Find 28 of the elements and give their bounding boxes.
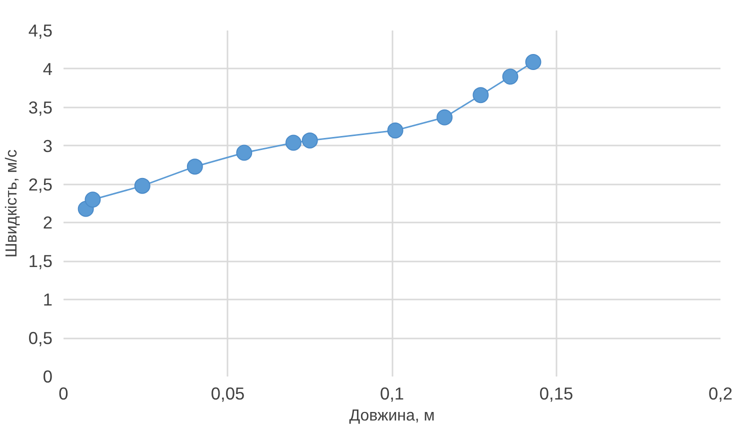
point [186,158,203,175]
x-tick-label: 0,1 [380,384,404,404]
point [285,134,302,151]
point [525,54,542,70]
y-tick-label: 1 [42,290,53,310]
y-tick-label: 4 [42,58,53,79]
y-tick-label: 1,5 [28,251,53,272]
y-tick-label: 4,5 [28,20,53,40]
point [84,192,101,208]
y-tick-label: 3 [42,136,53,156]
point [134,178,150,194]
point [472,87,489,104]
y-tick-label: 2,5 [28,174,53,194]
y-axis-title: Швидкість, м/с [3,149,20,258]
y-tick-label: 0,5 [28,328,53,348]
x-axis-title: Довжина, м [349,408,435,424]
x-tick-label: 0,15 [539,384,574,404]
point [302,132,318,148]
point [387,122,404,138]
x-tick-label: 0,2 [708,384,733,404]
point [436,109,453,126]
x-tick-label: 0 [58,384,68,404]
point [502,68,518,85]
x-tick-label: 0,05 [210,384,245,404]
y-tick-label: 3,5 [28,97,53,118]
y-tick-label: 0 [42,366,53,386]
point [236,144,252,161]
y-tick-label: 2 [42,212,53,233]
